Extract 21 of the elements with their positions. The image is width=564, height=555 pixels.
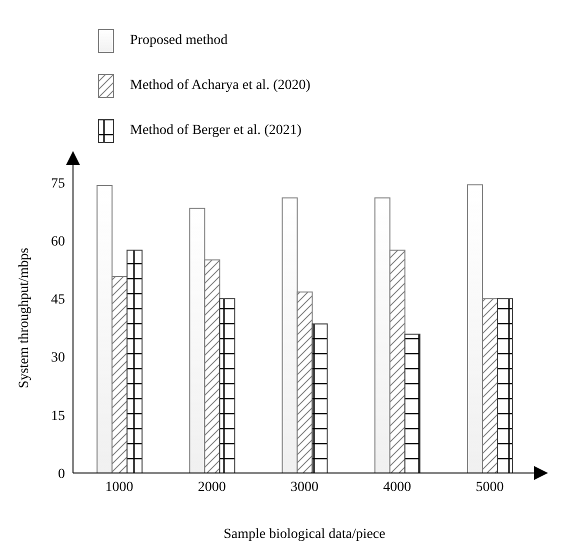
- y-tick-label: 45: [51, 292, 65, 308]
- x-tick-label: 2000: [198, 480, 226, 495]
- x-axis-title: Sample biological data/piece: [224, 527, 386, 542]
- y-tick-label: 60: [51, 234, 65, 250]
- y-tick-label: 0: [58, 466, 65, 482]
- y-tick-label: 30: [51, 350, 65, 366]
- bar: [496, 298, 513, 473]
- bar: [219, 298, 236, 473]
- x-tick-label: 3000: [290, 480, 318, 495]
- bar: [126, 250, 143, 473]
- x-tick-label: 1000: [105, 480, 134, 495]
- x-tick-label: 5000: [476, 480, 504, 495]
- legend-label: Method of Acharya et al. (2020): [130, 78, 310, 94]
- legend-label: Proposed method: [130, 32, 228, 48]
- y-tick-label: 15: [51, 408, 65, 424]
- x-tick-label: 4000: [383, 480, 412, 495]
- legend-label: Method of Berger et al. (2021): [130, 122, 302, 138]
- y-tick-label: 75: [51, 176, 65, 192]
- bar: [404, 334, 420, 473]
- y-axis-title: System throughput/mbps: [16, 248, 32, 388]
- bar: [312, 323, 328, 473]
